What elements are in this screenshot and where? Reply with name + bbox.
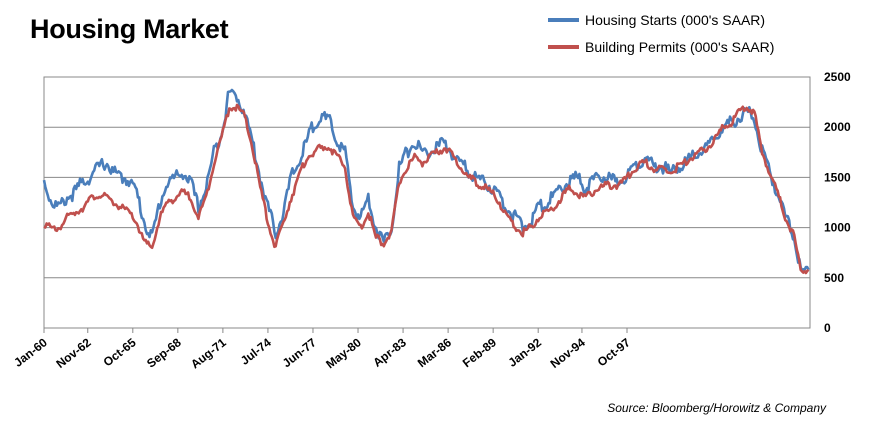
legend-label-0: Housing Starts (000's SAAR) bbox=[585, 12, 765, 28]
x-tick-label: Aug-71 bbox=[188, 335, 229, 371]
series-lines bbox=[42, 88, 810, 275]
x-tick-label: Mar-86 bbox=[415, 335, 454, 370]
legend-label-1: Building Permits (000's SAAR) bbox=[585, 39, 774, 55]
axes bbox=[43, 76, 811, 333]
x-tick-label: Nov-94 bbox=[548, 335, 588, 371]
x-axis-tick-labels: Jan-60 Nov-62 Oct-65 Sep-68 Aug-71 Jul-74 Jun-… bbox=[11, 335, 633, 371]
x-tick-label: Apr-83 bbox=[370, 335, 409, 370]
y-tick-label: 0 bbox=[824, 321, 831, 335]
y-tick-label: 2500 bbox=[824, 70, 851, 84]
source-note: Source: Bloomberg/Horowitz & Company bbox=[607, 401, 826, 415]
y-tick-label: 1000 bbox=[824, 221, 851, 235]
series-line-1 bbox=[43, 103, 810, 275]
x-tick-label: Jun-77 bbox=[280, 335, 319, 370]
chart-title: Housing Market bbox=[30, 14, 229, 44]
y-tick-label: 1500 bbox=[824, 170, 851, 184]
legend: Housing Starts (000's SAAR) Building Perm… bbox=[548, 12, 774, 55]
plot-frame bbox=[43, 76, 811, 329]
x-tick-label: Sep-68 bbox=[144, 335, 184, 370]
x-tick-label: Jan-92 bbox=[505, 335, 544, 370]
x-tick-label: Feb-89 bbox=[460, 335, 499, 370]
y-tick-label: 2000 bbox=[824, 120, 851, 134]
x-tick-label: Oct-65 bbox=[101, 335, 139, 369]
x-tick-label: Jul-74 bbox=[238, 335, 274, 368]
x-tick-label: Jan-60 bbox=[11, 335, 50, 370]
y-tick-label: 500 bbox=[824, 271, 844, 285]
x-tick-label: Oct-97 bbox=[595, 335, 633, 369]
y-axis-tick-labels: 0 500 1000 1500 2000 2500 bbox=[824, 70, 851, 335]
x-tick-label: Nov-62 bbox=[53, 335, 93, 371]
series-line-0 bbox=[42, 88, 810, 273]
x-tick-label: May-80 bbox=[323, 335, 364, 371]
